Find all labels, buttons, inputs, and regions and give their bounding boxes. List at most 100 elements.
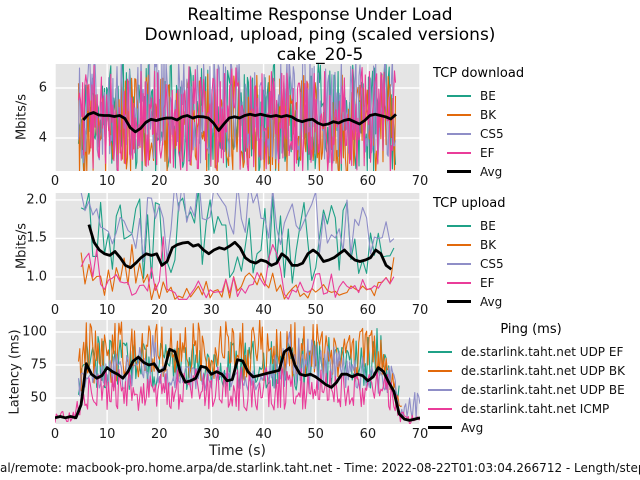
y-tick-label: 1.0 xyxy=(26,269,47,285)
legend-item-ef: EF xyxy=(424,273,638,292)
x-tick-label: 40 xyxy=(255,427,272,442)
legend-label: de.starlink.taht.net UDP EF xyxy=(461,344,624,359)
legend-swatch-icon xyxy=(447,300,471,303)
series-line-de-starlink-taht-net-udp-bk xyxy=(77,320,402,407)
x-tick-label: 10 xyxy=(98,174,116,189)
y-tick-label: 4 xyxy=(38,130,47,146)
legend-swatch-icon xyxy=(447,243,471,246)
x-tick-label: 50 xyxy=(307,427,324,442)
x-ticks-upload: 0 10 20 30 40 50 60 70 xyxy=(51,303,428,319)
legend-item-bk: BK xyxy=(424,105,638,124)
legend-tcp-upload: TCP upload BE BK CS5 EF Avg xyxy=(424,196,638,311)
x-tick-label: 0 xyxy=(50,174,60,189)
x-tick-label: 70 xyxy=(411,174,429,189)
legend-label: Avg xyxy=(461,420,484,435)
tcp-upload-plot xyxy=(55,193,420,300)
x-tick-label: 40 xyxy=(255,303,272,318)
x-tick-label: 0 xyxy=(50,427,60,442)
y-tick-label: 6 xyxy=(38,80,47,96)
ping-plot xyxy=(55,320,420,424)
legend-label: BE xyxy=(480,88,496,103)
legend-swatch-icon xyxy=(428,369,452,372)
x-tick-label: 50 xyxy=(307,303,324,318)
legend-swatch-icon xyxy=(428,350,452,353)
x-ticks-ping: 0 10 20 30 40 50 60 70 xyxy=(51,427,428,443)
legend-label: EF xyxy=(480,275,495,290)
legend-swatch-icon xyxy=(447,281,471,284)
legend-swatch-icon xyxy=(428,426,452,429)
x-tick-label: 10 xyxy=(98,427,116,442)
legend-swatch-icon xyxy=(447,262,471,265)
x-tick-label: 30 xyxy=(203,303,220,318)
x-tick-label: 20 xyxy=(151,174,168,189)
series-line-avg xyxy=(82,111,397,134)
legend-title-upload: TCP upload xyxy=(433,196,506,211)
legend-label: BK xyxy=(480,107,497,122)
x-tick-label: 70 xyxy=(411,303,429,318)
legend-label: BE xyxy=(480,218,496,233)
series-line-be xyxy=(80,193,395,284)
legend-swatch-icon xyxy=(428,407,452,410)
x-ticks-download: 0 10 20 30 40 50 60 70 xyxy=(51,174,428,190)
y-tick-label: 100 xyxy=(22,324,47,340)
x-tick-label: 0 xyxy=(50,303,60,318)
legend-item-be: BE xyxy=(424,216,638,235)
y-tick-label: 75 xyxy=(30,357,47,373)
legend-label: BK xyxy=(480,237,497,252)
legend-label: de.starlink.taht.net UDP BE xyxy=(461,382,625,397)
legend-item-de-starlink-taht-net-icmp: de.starlink.taht.net ICMP xyxy=(424,399,638,418)
y-ticks-ping: 50 75 100 xyxy=(0,320,49,424)
legend-item-avg: Avg xyxy=(424,292,638,311)
legend-label: de.starlink.taht.net ICMP xyxy=(461,401,610,416)
legend-swatch-icon xyxy=(447,132,471,135)
y-tick-label: 50 xyxy=(30,390,47,406)
x-tick-label: 30 xyxy=(203,427,220,442)
legend-item-ef: EF xyxy=(424,143,638,162)
legend-item-cs5: CS5 xyxy=(424,124,638,143)
y-ticks-upload: 1.0 1.5 2.0 xyxy=(0,192,49,300)
legend-swatch-icon xyxy=(447,113,471,116)
legend-label: CS5 xyxy=(480,126,504,141)
x-tick-label: 40 xyxy=(255,174,272,189)
legend-swatch-icon xyxy=(447,170,471,173)
legend-swatch-icon xyxy=(428,388,452,391)
legend-tcp-download: TCP download BE BK CS5 EF Avg xyxy=(424,66,638,181)
legend-label: Avg xyxy=(480,164,503,179)
x-tick-label: 60 xyxy=(359,174,377,189)
legend-item-bk: BK xyxy=(424,235,638,254)
legend-swatch-icon xyxy=(447,94,471,97)
x-tick-label: 20 xyxy=(151,303,168,318)
tcp-download-plot xyxy=(55,64,420,171)
legend-label: Avg xyxy=(480,294,503,309)
legend-title-download: TCP download xyxy=(433,66,525,81)
y-tick-label: 1.5 xyxy=(26,230,47,246)
legend-label: EF xyxy=(480,145,495,160)
chart-title: Realtime Response Under Load xyxy=(187,5,453,25)
series-line-ef xyxy=(77,65,397,171)
y-tick-label: 2.0 xyxy=(26,192,47,208)
series-line-de-starlink-taht-net-icmp xyxy=(55,366,420,424)
tcp-upload-canvas xyxy=(55,193,420,300)
footer-metadata: al/remote: macbook-pro.home.arpa/de.star… xyxy=(0,461,640,475)
x-tick-label: 20 xyxy=(151,427,168,442)
x-tick-label: 50 xyxy=(307,174,324,189)
legend-item-avg: Avg xyxy=(424,162,638,181)
legend-label: CS5 xyxy=(480,256,504,271)
legend-item-avg: Avg xyxy=(424,418,638,437)
x-tick-label: 60 xyxy=(359,427,377,442)
x-axis-label: Time (s) xyxy=(209,443,266,459)
series-line-cs5 xyxy=(80,193,395,263)
legend-item-cs5: CS5 xyxy=(424,254,638,273)
x-tick-label: 70 xyxy=(411,427,429,442)
series-line-avg xyxy=(87,224,393,271)
x-tick-label: 60 xyxy=(359,303,377,318)
chart-subtitle: Download, upload, ping (scaled versions) xyxy=(144,25,496,45)
title-block: Realtime Response Under Load Download, u… xyxy=(0,5,640,65)
series-line-bk xyxy=(80,244,395,300)
legend-item-be: BE xyxy=(424,86,638,105)
ping-canvas xyxy=(55,320,420,424)
legend-item-de-starlink-taht-net-udp-bk: de.starlink.taht.net UDP BK xyxy=(424,361,638,380)
legend-label: de.starlink.taht.net UDP BK xyxy=(461,363,625,378)
series-line-ef xyxy=(80,236,395,300)
